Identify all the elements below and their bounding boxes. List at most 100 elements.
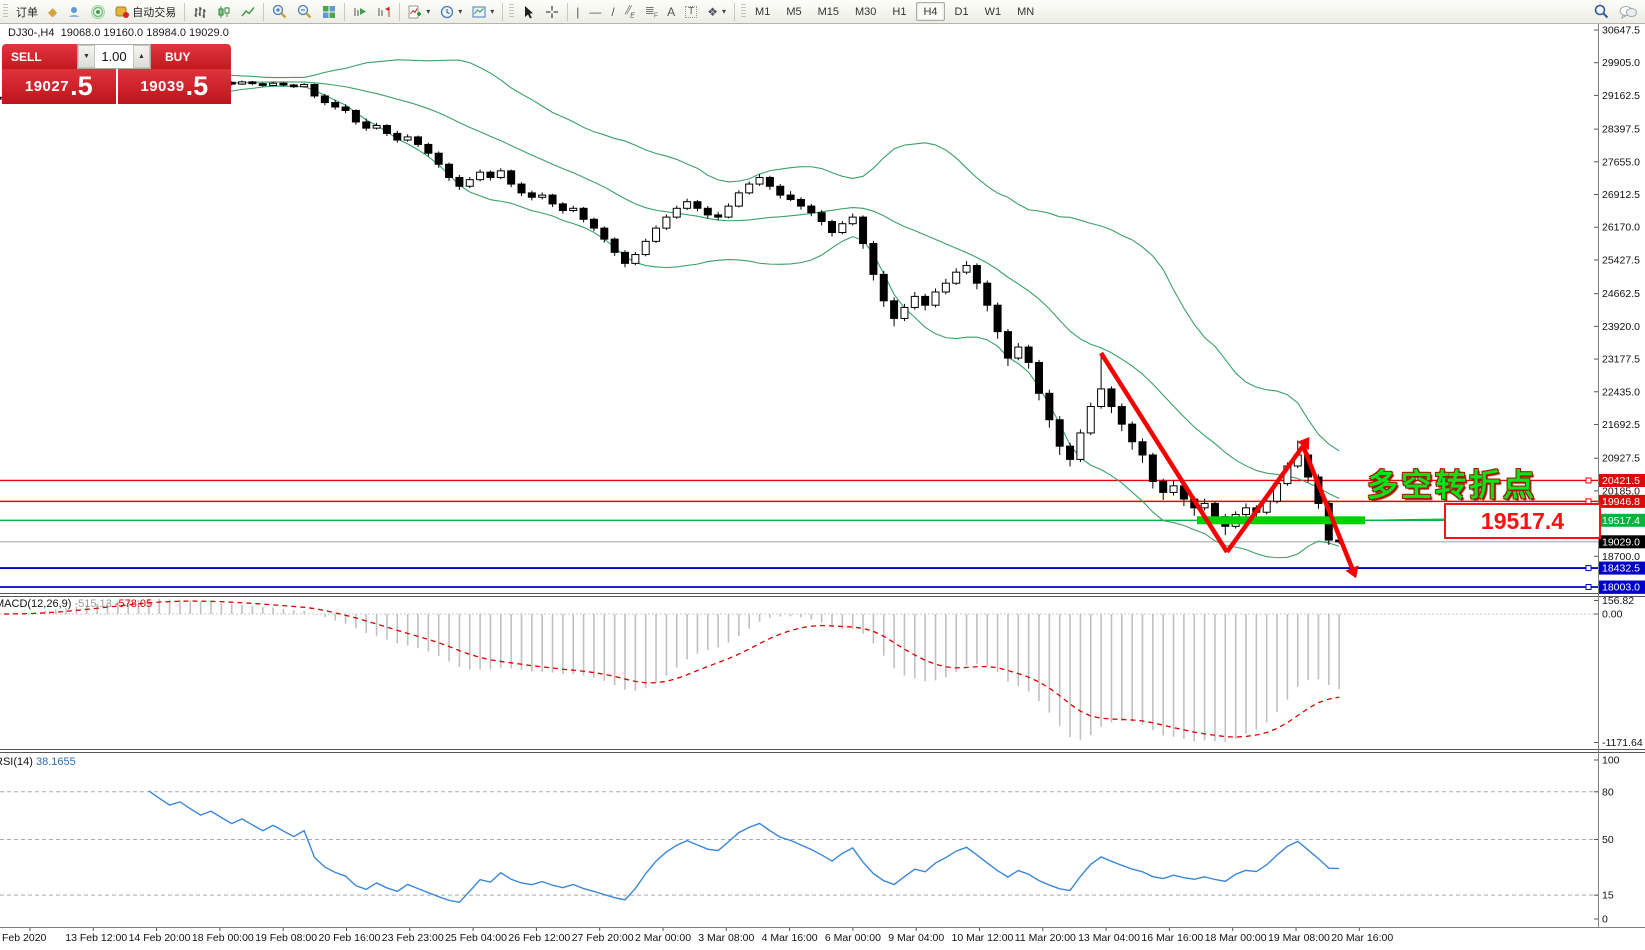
svg-text:20421.5: 20421.5 bbox=[1602, 475, 1640, 487]
trendline-tool-button[interactable]: / bbox=[606, 2, 619, 21]
toolbar-separator bbox=[734, 2, 736, 21]
zoom-out-button[interactable] bbox=[292, 2, 317, 21]
buy-price-main: 19039 bbox=[140, 78, 185, 95]
new-order-label: 订单 bbox=[16, 6, 38, 19]
bar-chart-button[interactable] bbox=[188, 2, 212, 21]
fibonacci-tool-button[interactable]: ≣F bbox=[640, 2, 662, 21]
channel-tool-button[interactable]: ⫽E bbox=[620, 2, 640, 21]
autotrading-label: 自动交易 bbox=[132, 6, 177, 19]
trendline-icon: / bbox=[611, 4, 615, 19]
trend-arrows-annotation[interactable] bbox=[1099, 351, 1359, 579]
svg-text:24662.5: 24662.5 bbox=[1602, 288, 1640, 300]
price-axis[interactable]: 30647.5 29905.0 29162.5 28397.5 27655.0 26912… bbox=[1594, 25, 1645, 594]
svg-text:18 Feb 00:00: 18 Feb 00:00 bbox=[192, 932, 254, 944]
rsi-line bbox=[148, 790, 1340, 904]
chart-shift-button[interactable] bbox=[372, 2, 396, 21]
horizontal-line-icon: — bbox=[589, 4, 602, 19]
buy-price-button[interactable]: 19039.5 bbox=[117, 69, 231, 104]
equidistant-channel-icon: ⫽E bbox=[624, 2, 635, 20]
svg-text:18003.0: 18003.0 bbox=[1602, 582, 1640, 594]
macd-histogram bbox=[13, 599, 1340, 742]
signals-icon bbox=[91, 4, 106, 19]
tile-windows-button[interactable] bbox=[317, 2, 341, 21]
toolbar-grip[interactable] bbox=[741, 4, 747, 19]
svg-text:3 Mar 08:00: 3 Mar 08:00 bbox=[698, 932, 754, 944]
line-chart-button[interactable] bbox=[236, 2, 260, 21]
svg-text:18 Mar 00:00: 18 Mar 00:00 bbox=[1205, 932, 1267, 944]
time-axis[interactable]: Feb 2020 13 Feb 12:00 14 Feb 20:00 18 Feb 0… bbox=[2, 928, 1393, 944]
indicators-button[interactable]: ▾ bbox=[403, 2, 435, 21]
horizontal-line-tool-button[interactable]: — bbox=[584, 2, 606, 21]
svg-text:19 Mar 08:00: 19 Mar 08:00 bbox=[1268, 932, 1330, 944]
svg-text:28397.5: 28397.5 bbox=[1602, 124, 1640, 136]
templates-button[interactable]: ▾ bbox=[467, 2, 499, 21]
timeframe-button-D1[interactable]: D1 bbox=[954, 5, 969, 18]
toolbar-grip[interactable] bbox=[509, 4, 515, 19]
turning-point-annotation[interactable]: 多空转折点 bbox=[1367, 468, 1537, 503]
svg-text:23920.0: 23920.0 bbox=[1602, 321, 1640, 333]
price-tag-annotation[interactable]: 19517.4 bbox=[1444, 503, 1601, 539]
community-icon bbox=[68, 6, 80, 17]
macd-name: MACD(12,26,9) bbox=[0, 598, 72, 610]
toolbar-grip[interactable] bbox=[3, 4, 8, 19]
bollinger-middle bbox=[200, 81, 1340, 500]
autotrading-button[interactable]: 自动交易 bbox=[110, 2, 181, 21]
svg-text:156.82: 156.82 bbox=[1602, 595, 1634, 607]
svg-text:21692.5: 21692.5 bbox=[1602, 419, 1640, 431]
templates-icon bbox=[472, 6, 486, 17]
auto-scroll-button[interactable] bbox=[348, 2, 372, 21]
chat-icon[interactable] bbox=[1619, 5, 1637, 19]
arrows-tool-button[interactable]: ❖ ▾ bbox=[702, 2, 731, 21]
svg-text:20 Mar 16:00: 20 Mar 16:00 bbox=[1331, 932, 1393, 944]
text-label-tool-button[interactable]: T bbox=[680, 2, 702, 21]
svg-text:23 Feb 23:00: 23 Feb 23:00 bbox=[382, 932, 444, 944]
candlestick-icon bbox=[218, 5, 230, 18]
macd-indicator-label: MACD(12,26,9) -515.13 -578.05 bbox=[0, 598, 152, 610]
zoom-in-button[interactable] bbox=[267, 2, 292, 21]
search-icon[interactable] bbox=[1594, 4, 1609, 19]
toolbar: 订单 ◆ 自动交易 ▾ ▾ bbox=[0, 0, 1645, 24]
timeframe-button-M30[interactable]: M30 bbox=[855, 5, 877, 18]
timeframe-button-MN[interactable]: MN bbox=[1017, 5, 1035, 18]
bollinger-lower bbox=[200, 85, 1340, 559]
zoom-in-icon bbox=[273, 4, 287, 19]
community-button[interactable] bbox=[62, 2, 86, 21]
svg-text:50: 50 bbox=[1602, 834, 1614, 846]
volume-decrease-button[interactable]: ▼ bbox=[78, 45, 95, 68]
vertical-line-tool-button[interactable]: | bbox=[571, 2, 584, 21]
periods-button[interactable]: ▾ bbox=[435, 2, 467, 21]
new-order-button[interactable]: 订单 bbox=[11, 2, 43, 21]
timeframe-button-H4[interactable]: H4 bbox=[916, 2, 945, 21]
crosshair-tool-button[interactable] bbox=[540, 2, 564, 21]
timeframe-button-M1[interactable]: M1 bbox=[755, 5, 771, 18]
buy-button[interactable]: BUY bbox=[151, 44, 231, 69]
timeframe-button-M5[interactable]: M5 bbox=[786, 5, 802, 18]
svg-text:19029.0: 19029.0 bbox=[1602, 536, 1640, 548]
timeframe-button-H1[interactable]: H1 bbox=[892, 5, 907, 18]
sell-price-button[interactable]: 19027.5 bbox=[2, 69, 116, 104]
volume-value[interactable]: 1.00 bbox=[101, 49, 127, 64]
zoom-out-icon bbox=[298, 4, 312, 19]
svg-text:27655.0: 27655.0 bbox=[1602, 156, 1640, 168]
signals-button[interactable] bbox=[86, 2, 110, 21]
svg-text:10 Mar 12:00: 10 Mar 12:00 bbox=[952, 932, 1014, 944]
highlight-band-annotation[interactable] bbox=[1197, 516, 1365, 525]
volume-increase-button[interactable]: ▲ bbox=[133, 45, 150, 68]
cursor-icon bbox=[525, 5, 534, 18]
market-watch-button[interactable]: ◆ bbox=[43, 2, 62, 21]
macd-main-value: -515.13 bbox=[74, 598, 112, 610]
cursor-tool-button[interactable] bbox=[517, 2, 540, 21]
svg-text:11 Mar 20:00: 11 Mar 20:00 bbox=[1015, 932, 1076, 944]
text-tool-button[interactable]: A bbox=[662, 2, 680, 21]
text-label-icon: T bbox=[685, 5, 698, 18]
svg-text:19 Feb 08:00: 19 Feb 08:00 bbox=[255, 932, 317, 944]
candlestick-chart-button[interactable] bbox=[212, 2, 236, 21]
timeframe-button-M15[interactable]: M15 bbox=[817, 5, 839, 18]
svg-text:0: 0 bbox=[1602, 914, 1608, 926]
svg-text:15: 15 bbox=[1602, 890, 1614, 902]
periods-clock-icon bbox=[441, 5, 454, 18]
sell-button[interactable]: SELL bbox=[2, 44, 77, 69]
timeframe-button-W1[interactable]: W1 bbox=[984, 5, 1002, 18]
toolbar-separator bbox=[344, 2, 346, 21]
